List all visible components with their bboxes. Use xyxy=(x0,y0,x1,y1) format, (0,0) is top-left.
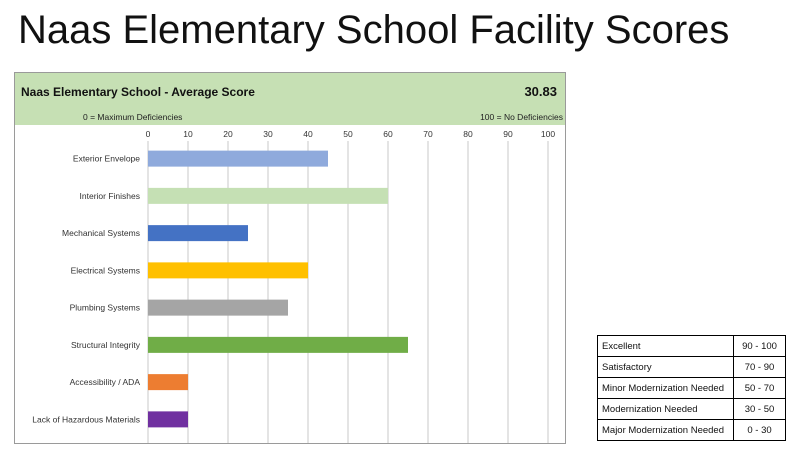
bar-mechanical-systems xyxy=(148,225,248,242)
legend-row: Minor Modernization Needed 50 - 70 xyxy=(597,377,786,399)
legend-label: Major Modernization Needed xyxy=(597,419,734,441)
bar-accessibility-ada xyxy=(148,374,188,391)
x-tick-label: 80 xyxy=(463,129,473,139)
chart-header: Naas Elementary School - Average Score 3… xyxy=(15,73,565,125)
legend-range: 90 - 100 xyxy=(733,335,786,357)
bar-lack-of-hazardous-materials xyxy=(148,411,188,428)
legend-range: 0 - 30 xyxy=(733,419,786,441)
bar-plumbing-systems xyxy=(148,299,288,316)
x-tick-label: 100 xyxy=(541,129,555,139)
legend-label: Satisfactory xyxy=(597,356,734,378)
category-label: Interior Finishes xyxy=(80,191,140,201)
x-tick-label: 20 xyxy=(223,129,233,139)
legend-range: 30 - 50 xyxy=(733,398,786,420)
x-tick-label: 50 xyxy=(343,129,353,139)
legend-range: 70 - 90 xyxy=(733,356,786,378)
category-label: Mechanical Systems xyxy=(62,228,140,238)
scale-max-note: 100 = No Deficiencies xyxy=(480,112,563,122)
legend-row: Excellent 90 - 100 xyxy=(597,335,786,357)
scale-min-note: 0 = Maximum Deficiencies xyxy=(83,112,183,122)
legend-label: Excellent xyxy=(597,335,734,357)
x-tick-label: 30 xyxy=(263,129,273,139)
legend-row: Satisfactory 70 - 90 xyxy=(597,356,786,378)
page-title: Naas Elementary School Facility Scores xyxy=(18,8,730,52)
legend-row: Major Modernization Needed 0 - 30 xyxy=(597,419,786,441)
x-tick-label: 40 xyxy=(303,129,313,139)
category-label: Exterior Envelope xyxy=(73,154,140,164)
average-score: 30.83 xyxy=(524,84,557,99)
bar-structural-integrity xyxy=(148,336,408,353)
chart-frame: Naas Elementary School - Average Score 3… xyxy=(14,72,566,444)
bar-chart: 0 10 20 30 40 50 60 70 80 90 100 Exterior Envelope I… xyxy=(32,129,555,443)
bar-interior-finishes xyxy=(148,187,388,204)
x-tick-label: 60 xyxy=(383,129,393,139)
bar-exterior-envelope xyxy=(148,150,328,167)
legend-label: Minor Modernization Needed xyxy=(597,377,734,399)
rating-legend-table: Excellent 90 - 100 Satisfactory 70 - 90 Mino… xyxy=(597,335,786,441)
legend-range: 50 - 70 xyxy=(733,377,786,399)
bar-electrical-systems xyxy=(148,262,308,279)
category-label: Accessibility / ADA xyxy=(70,377,141,387)
category-label: Electrical Systems xyxy=(71,265,140,275)
chart-title: Naas Elementary School - Average Score xyxy=(21,85,255,99)
category-label: Plumbing Systems xyxy=(70,303,140,313)
x-tick-label: 0 xyxy=(146,129,151,139)
category-label: Structural Integrity xyxy=(71,340,141,350)
category-label: Lack of Hazardous Materials xyxy=(32,414,140,424)
x-tick-label: 10 xyxy=(183,129,193,139)
legend-label: Modernization Needed xyxy=(597,398,734,420)
x-tick-label: 70 xyxy=(423,129,433,139)
legend-row: Modernization Needed 30 - 50 xyxy=(597,398,786,420)
x-tick-label: 90 xyxy=(503,129,513,139)
